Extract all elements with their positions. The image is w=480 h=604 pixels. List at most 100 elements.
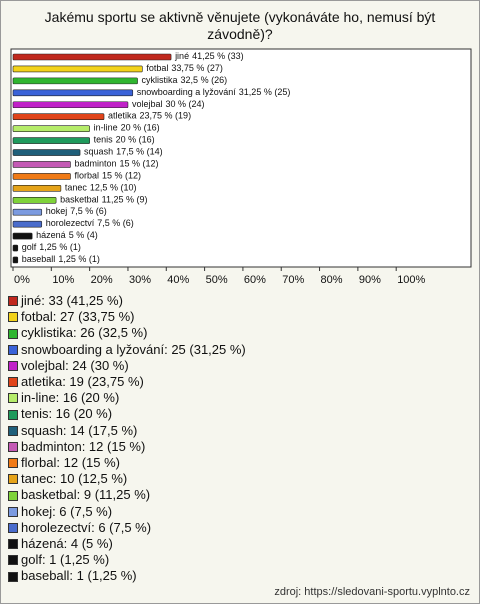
legend-label: tanec: 10 (12,5 %) bbox=[21, 471, 128, 487]
bar-label: cyklistika 32,5 % (26) bbox=[142, 75, 228, 85]
legend-swatch bbox=[8, 539, 18, 550]
bar-label: badminton 15 % (12) bbox=[74, 159, 158, 169]
category-label: jiné bbox=[174, 51, 189, 61]
legend-swatch bbox=[8, 425, 18, 436]
x-tick-label: 50% bbox=[206, 274, 228, 286]
legend-swatch bbox=[8, 296, 18, 307]
bar-label: squash 17,5 % (14) bbox=[84, 147, 163, 157]
x-tick-label: 70% bbox=[282, 274, 304, 286]
bar bbox=[12, 173, 71, 180]
value-label: 33,75 % (27) bbox=[171, 63, 223, 73]
bar bbox=[12, 65, 143, 73]
value-label: 7,5 % (6) bbox=[70, 207, 107, 217]
category-label: házená bbox=[36, 230, 66, 240]
bar-label: snowboarding a lyžování 31,25 % (25) bbox=[137, 87, 291, 97]
legend-swatch bbox=[8, 312, 18, 323]
x-tick-label: 100% bbox=[397, 274, 425, 286]
chart: 0% 10% 20% 30% 40% 50% 60% 70% 80% 90% 100% jiné 41,… bbox=[10, 48, 472, 286]
legend-swatch bbox=[8, 490, 18, 501]
value-label: 41,25 % (33) bbox=[192, 51, 244, 61]
bar-label: atletika 23,75 % (19) bbox=[108, 111, 191, 121]
legend-item: badminton: 12 (15 %) bbox=[8, 439, 246, 455]
legend-swatch bbox=[8, 328, 18, 339]
legend-swatch bbox=[8, 360, 18, 371]
legend-item: golf: 1 (1,25 %) bbox=[8, 552, 246, 568]
category-label: squash bbox=[84, 147, 113, 157]
bar bbox=[12, 256, 19, 264]
category-label: badminton bbox=[74, 159, 116, 169]
category-label: golf bbox=[22, 242, 37, 252]
legend-item: hokej: 6 (7,5 %) bbox=[8, 504, 246, 520]
bar bbox=[12, 113, 105, 120]
category-label: tanec bbox=[65, 183, 88, 193]
bar bbox=[12, 208, 43, 216]
category-label: cyklistika bbox=[142, 75, 178, 85]
value-label: 1,25 % (1) bbox=[39, 242, 81, 252]
category-label: hokej bbox=[46, 207, 68, 217]
source: zdroj: https://sledovani-sportu.vyplnto.… bbox=[274, 586, 470, 598]
bar-label: golf 1,25 % (1) bbox=[22, 242, 81, 252]
value-label: 12,5 % (10) bbox=[90, 183, 137, 193]
value-label: 7,5 % (6) bbox=[97, 219, 134, 229]
x-tick-label: 20% bbox=[91, 274, 113, 286]
x-tick-label: 0% bbox=[14, 274, 30, 286]
x-tick-label: 60% bbox=[244, 274, 266, 286]
legend-label: volejbal: 24 (30 %) bbox=[21, 357, 129, 373]
bar-label: basketbal 11,25 % (9) bbox=[60, 195, 147, 205]
bar bbox=[12, 185, 62, 192]
legend-item: basketbal: 9 (11,25 %) bbox=[8, 487, 246, 503]
bar-label: baseball 1,25 % (1) bbox=[22, 254, 100, 264]
legend-swatch bbox=[8, 344, 18, 355]
value-label: 1,25 % (1) bbox=[58, 254, 100, 264]
bar-label: tanec 12,5 % (10) bbox=[65, 183, 137, 193]
bar bbox=[12, 161, 71, 168]
legend-label: hokej: 6 (7,5 %) bbox=[21, 503, 113, 519]
x-tick-label: 30% bbox=[129, 274, 151, 286]
bar bbox=[12, 101, 129, 109]
value-label: 23,75 % (19) bbox=[140, 111, 192, 121]
category-label: tenis bbox=[94, 135, 114, 145]
legend-swatch bbox=[8, 393, 18, 404]
legend-item: horolezectví: 6 (7,5 %) bbox=[8, 520, 246, 536]
legend-label: snowboarding a lyžování: 25 (31,25 %) bbox=[21, 341, 246, 357]
legend-item: fotbal: 27 (33,75 %) bbox=[8, 309, 246, 325]
legend-swatch bbox=[8, 555, 18, 566]
legend: jiné: 33 (41,25 %) fotbal: 27 (33,75 %) cy… bbox=[8, 293, 246, 585]
legend-label: in-line: 16 (20 %) bbox=[21, 390, 120, 406]
bar-label: in-line 20 % (16) bbox=[94, 123, 160, 133]
legend-swatch bbox=[8, 409, 18, 420]
legend-label: baseball: 1 (1,25 %) bbox=[21, 568, 137, 584]
category-label: snowboarding a lyžování bbox=[137, 87, 237, 97]
legend-label: atletika: 19 (23,75 %) bbox=[21, 374, 144, 390]
legend-label: squash: 14 (17,5 %) bbox=[21, 422, 138, 438]
legend-item: in-line: 16 (20 %) bbox=[8, 390, 246, 406]
legend-swatch bbox=[8, 571, 18, 582]
bar bbox=[12, 232, 33, 240]
value-label: 30 % (24) bbox=[165, 99, 204, 109]
legend-swatch bbox=[8, 377, 18, 388]
x-tick-label: 10% bbox=[52, 274, 74, 286]
legend-label: florbal: 12 (15 %) bbox=[21, 455, 120, 471]
value-label: 32,5 % (26) bbox=[181, 75, 228, 85]
category-label: atletika bbox=[108, 111, 137, 121]
legend-label: tenis: 16 (20 %) bbox=[21, 406, 113, 422]
legend-swatch bbox=[8, 458, 18, 469]
legend-label: cyklistika: 26 (32,5 %) bbox=[21, 325, 148, 341]
category-label: volejbal bbox=[132, 99, 163, 109]
value-label: 15 % (12) bbox=[120, 159, 159, 169]
legend-label: basketbal: 9 (11,25 %) bbox=[21, 487, 151, 503]
bar-label: florbal 15 % (12) bbox=[74, 171, 141, 181]
bar bbox=[12, 137, 90, 144]
value-label: 5 % (4) bbox=[69, 230, 98, 240]
x-tick-label: 90% bbox=[359, 274, 381, 286]
category-label: in-line bbox=[94, 123, 118, 133]
legend-item: atletika: 19 (23,75 %) bbox=[8, 374, 246, 390]
bar bbox=[12, 220, 43, 228]
legend-swatch bbox=[8, 474, 18, 485]
legend-swatch bbox=[8, 506, 18, 517]
bar-label: házená 5 % (4) bbox=[36, 230, 98, 240]
bar-label: jiné 41,25 % (33) bbox=[174, 51, 244, 61]
legend-item: tanec: 10 (12,5 %) bbox=[8, 471, 246, 487]
bar-label: horolezectví 7,5 % (6) bbox=[46, 219, 134, 229]
